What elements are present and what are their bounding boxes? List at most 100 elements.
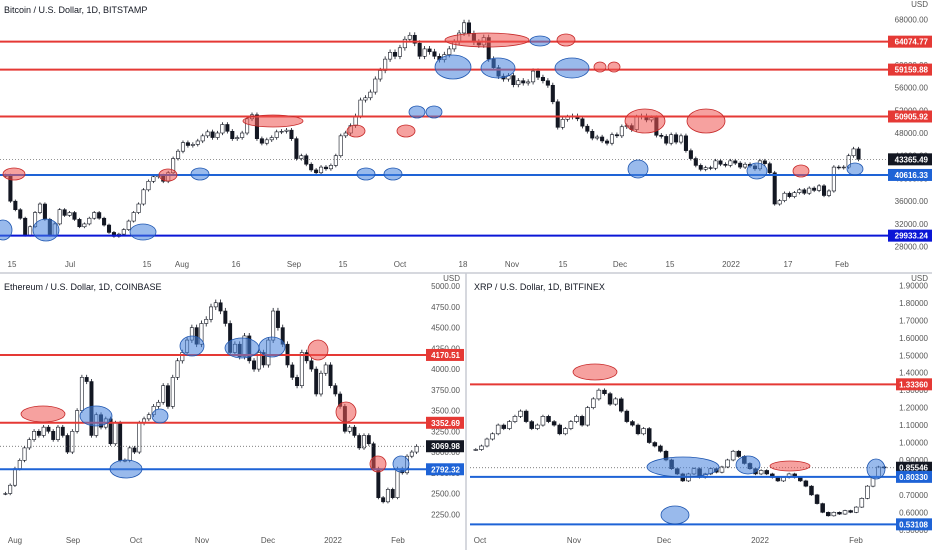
y-tick-label: 1.90000: [899, 281, 928, 290]
candle-body: [826, 190, 831, 196]
candle-body: [118, 422, 123, 461]
candle-body: [92, 212, 97, 219]
candle-body: [545, 80, 550, 86]
x-tick-label: Sep: [66, 536, 81, 545]
x-tick-label: 15: [143, 260, 152, 269]
candle-body: [546, 416, 551, 422]
candle-body: [462, 22, 467, 34]
candle-body: [362, 435, 366, 449]
price-axis-area: [896, 274, 932, 543]
candle-body: [526, 81, 531, 84]
candle-body: [185, 142, 190, 146]
resistance-marker-ellipse: [158, 168, 178, 182]
candle-body: [848, 510, 853, 513]
candle-body: [495, 424, 501, 435]
candle-body: [518, 410, 523, 417]
candle-body: [254, 114, 259, 139]
resistance-marker-ellipse: [335, 401, 357, 423]
candle-body: [432, 51, 437, 57]
currency-label: USD: [911, 274, 928, 283]
support-marker-ellipse: [190, 167, 210, 181]
x-tick-label: Dec: [657, 536, 671, 545]
resistance-marker-ellipse: [444, 32, 530, 48]
candle-body: [490, 433, 495, 440]
candle-body: [466, 22, 472, 34]
candle-body: [36, 431, 41, 436]
y-tick-label: 4250.00: [431, 344, 460, 353]
candle-body: [859, 498, 865, 508]
candle-body: [323, 364, 328, 374]
candle-body: [176, 150, 181, 159]
candle-body: [151, 176, 156, 182]
candle-body: [652, 442, 658, 447]
level-tag: [426, 348, 464, 361]
candle-body: [602, 389, 607, 394]
x-tick-label: 2022: [324, 536, 342, 545]
support-marker-ellipse: [554, 57, 590, 79]
y-tick-label: 48000.00: [895, 129, 929, 138]
candle-body: [75, 410, 80, 432]
y-tick-label: 0.60000: [899, 508, 928, 517]
candle-body: [328, 364, 333, 386]
candle-body: [22, 447, 27, 461]
candle-body: [674, 134, 679, 143]
candle-body: [563, 428, 568, 435]
candle-body: [803, 480, 809, 487]
candle-body: [37, 203, 43, 213]
candle-body: [540, 416, 546, 426]
candle-body: [842, 510, 848, 515]
resistance-marker-ellipse: [242, 114, 304, 128]
x-tick-label: Jul: [65, 260, 75, 269]
resistance-marker-ellipse: [769, 460, 811, 472]
candle-body: [131, 212, 136, 222]
level-tag: [888, 168, 932, 181]
candle-body: [32, 431, 37, 440]
candle-body: [698, 165, 703, 170]
x-tick-label: 18: [459, 260, 468, 269]
resistance-marker-ellipse: [2, 167, 26, 181]
resistance-marker-ellipse: [572, 363, 618, 381]
y-tick-label: 28000.00: [895, 243, 929, 252]
support-marker-ellipse: [866, 458, 886, 480]
candle-body: [279, 130, 284, 133]
candle-body: [215, 132, 220, 138]
chart-panel-1: Bitcoin / U.S. Dollar, 1D, BITSTAMP USD 68…: [0, 0, 932, 269]
candle-body: [555, 101, 560, 128]
candle-body: [62, 209, 67, 216]
candle-body: [113, 422, 118, 445]
resistance-marker-ellipse: [607, 61, 621, 73]
candle-body: [343, 132, 348, 137]
candle-body: [295, 377, 300, 386]
y-tick-label: 32000.00: [895, 220, 929, 229]
candle-body: [613, 398, 618, 405]
candle-body: [402, 38, 407, 49]
candle-body: [121, 229, 126, 235]
candle-body: [299, 352, 304, 386]
candle-body: [28, 226, 33, 236]
candle-body: [447, 48, 452, 55]
candle-body: [3, 493, 8, 495]
candle-body: [837, 512, 842, 515]
candle-body: [284, 129, 289, 132]
candle-body: [512, 416, 518, 422]
candle-body: [557, 424, 562, 435]
level-tag: [426, 463, 464, 476]
candle-body: [323, 166, 329, 170]
candle-body: [290, 364, 295, 378]
candle-body: [347, 426, 352, 432]
candle-body: [417, 42, 422, 57]
candle-body: [574, 416, 579, 422]
support-marker-ellipse: [392, 455, 410, 473]
level-value: 4170.51: [431, 351, 460, 360]
candle-body: [84, 377, 89, 382]
candle-body: [853, 506, 859, 513]
support-marker-ellipse: [109, 459, 143, 479]
support-marker-ellipse: [32, 218, 60, 242]
candle-body: [319, 166, 324, 174]
support-marker-ellipse: [408, 105, 426, 119]
candle-body: [511, 75, 516, 86]
candle-body: [252, 360, 257, 370]
candle-body: [590, 130, 595, 139]
y-tick-label: 36000.00: [895, 197, 929, 206]
resistance-marker-ellipse: [346, 124, 366, 138]
